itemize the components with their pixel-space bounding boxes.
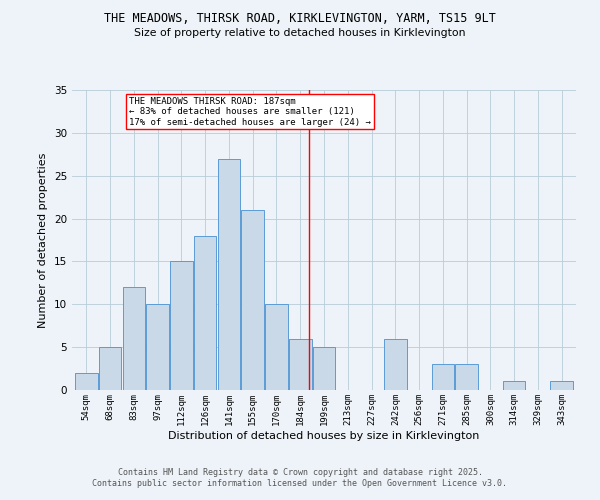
Bar [146, 304, 169, 390]
Bar [384, 338, 407, 390]
Bar [289, 338, 311, 390]
Bar [313, 347, 335, 390]
Bar [170, 262, 193, 390]
Bar [99, 347, 121, 390]
Bar [503, 382, 526, 390]
Text: THE MEADOWS, THIRSK ROAD, KIRKLEVINGTON, YARM, TS15 9LT: THE MEADOWS, THIRSK ROAD, KIRKLEVINGTON,… [104, 12, 496, 26]
Text: Contains HM Land Registry data © Crown copyright and database right 2025.
Contai: Contains HM Land Registry data © Crown c… [92, 468, 508, 487]
Y-axis label: Number of detached properties: Number of detached properties [38, 152, 49, 328]
Bar [550, 382, 573, 390]
Bar [194, 236, 217, 390]
Bar [241, 210, 264, 390]
Bar [431, 364, 454, 390]
Text: Size of property relative to detached houses in Kirklevington: Size of property relative to detached ho… [134, 28, 466, 38]
Text: THE MEADOWS THIRSK ROAD: 187sqm
← 83% of detached houses are smaller (121)
17% o: THE MEADOWS THIRSK ROAD: 187sqm ← 83% of… [129, 97, 371, 126]
Bar [218, 158, 240, 390]
X-axis label: Distribution of detached houses by size in Kirklevington: Distribution of detached houses by size … [169, 430, 479, 440]
Bar [122, 287, 145, 390]
Bar [75, 373, 98, 390]
Bar [265, 304, 288, 390]
Bar [455, 364, 478, 390]
